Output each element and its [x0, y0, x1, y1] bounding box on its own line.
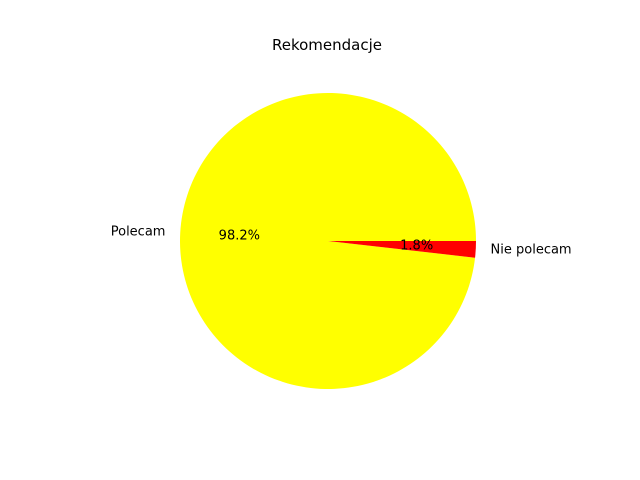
pie-slices: [180, 93, 476, 390]
slice-label: Polecam: [111, 224, 166, 239]
pie-labels: Polecam 98.2% Nie polecam 1.8%: [111, 224, 572, 257]
pie-slice: [328, 241, 476, 258]
slice-percent-label: 1.8%: [400, 239, 433, 254]
pie-slice: [180, 93, 476, 390]
slice-label: Nie polecam: [491, 243, 572, 258]
slice-percent-label: 98.2%: [219, 228, 260, 243]
chart-title: Rekomendacje: [272, 36, 382, 54]
